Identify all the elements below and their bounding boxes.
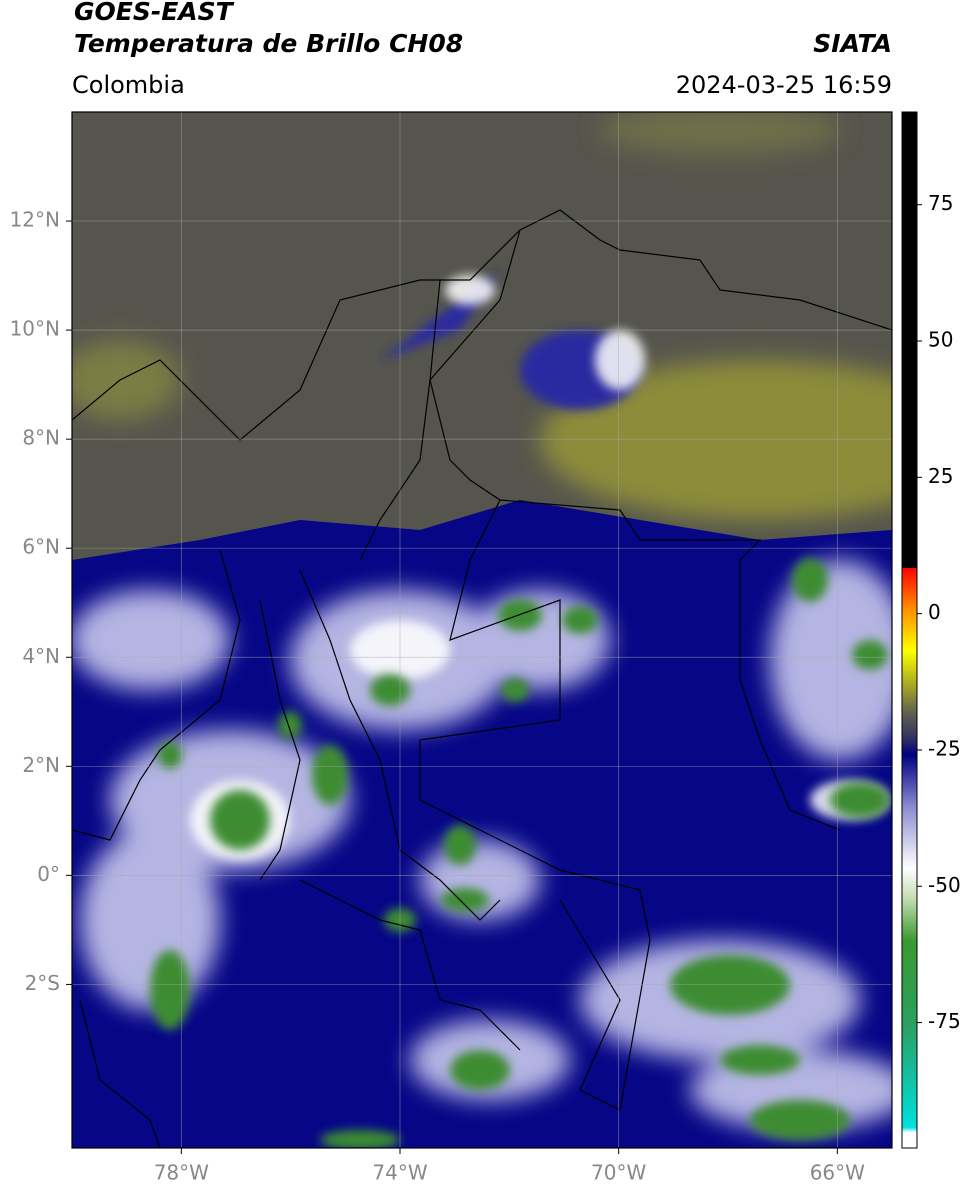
lat-tick-label: 12°N bbox=[10, 208, 60, 232]
satellite-image bbox=[72, 112, 892, 1148]
subtitle: Temperatura de Brillo CH08 bbox=[74, 29, 463, 58]
lon-tick-label: 74°W bbox=[372, 1161, 427, 1185]
colorbar-tick-label: 25 bbox=[928, 464, 953, 488]
lat-tick-label: 2°N bbox=[22, 753, 60, 777]
colorbar-tick-label: 75 bbox=[928, 191, 953, 215]
colorbar-tick-label: -25 bbox=[928, 736, 961, 760]
lon-tick-label: 70°W bbox=[591, 1161, 646, 1185]
lat-tick-label: 6°N bbox=[22, 535, 60, 559]
colorbar bbox=[901, 111, 918, 1149]
map-frame bbox=[71, 111, 893, 1149]
datetime: 2024-03-25 16:59 bbox=[676, 71, 892, 99]
colorbar-tick-label: 50 bbox=[928, 328, 953, 352]
title: GOES-EAST bbox=[74, 0, 235, 26]
colorbar-tick-label: 0 bbox=[928, 600, 941, 624]
lat-tick-label: 2°S bbox=[25, 971, 60, 995]
lat-tick-label: 4°N bbox=[22, 644, 60, 668]
lat-tick-label: 10°N bbox=[10, 317, 60, 341]
colorbar-tick-label: -75 bbox=[928, 1009, 961, 1033]
lat-tick-label: 8°N bbox=[22, 426, 60, 450]
source: SIATA bbox=[813, 29, 892, 58]
lat-tick-label: 0° bbox=[37, 862, 60, 886]
lon-tick-label: 78°W bbox=[154, 1161, 209, 1185]
region: Colombia bbox=[72, 71, 185, 99]
colorbar-tick-label: -50 bbox=[928, 873, 961, 897]
lon-tick-label: 66°W bbox=[810, 1161, 865, 1185]
